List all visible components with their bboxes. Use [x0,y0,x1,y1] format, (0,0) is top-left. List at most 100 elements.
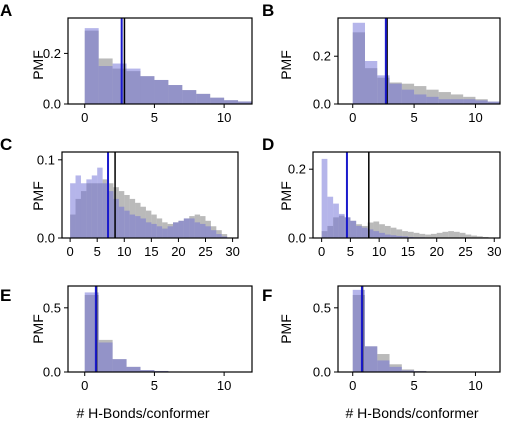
histogram-bar [365,346,378,372]
histogram-bar [210,97,225,104]
histogram-bar [414,94,427,104]
histogram-bar [238,101,252,104]
histogram-bar [401,89,415,104]
histogram-bar [140,218,146,238]
histogram-bar [183,218,190,238]
histogram-bar [450,99,464,104]
histogram-bar [352,22,365,104]
histogram-bar [379,224,385,238]
x-tick-label: 30 [225,244,239,259]
histogram-bar [438,92,451,104]
x-tick-label: 25 [198,244,212,259]
histogram-bar [168,85,183,104]
panel-letter: A [0,1,12,20]
histogram-bar [182,90,197,104]
histogram-bar [70,183,76,238]
histogram-bar [221,234,228,238]
histogram-bar [471,235,477,238]
histogram-bar [401,370,415,372]
y-tick-label: 0.2 [313,49,331,64]
x-tick-label: 15 [401,244,415,259]
histogram-bar [327,196,334,238]
x-tick-label: 5 [347,244,354,259]
histogram-bar [84,28,99,104]
x-tick-label: 0 [318,244,325,259]
histogram-bar [205,226,211,238]
histogram-bar [379,232,385,238]
panel-letter: C [0,135,12,154]
histogram-bar [80,183,87,238]
plot-area [321,152,489,238]
histogram-bar [196,93,211,104]
y-axis-label: PMF [278,181,294,211]
panel-letter: B [262,1,274,20]
y-tick-label: 0.0 [313,365,331,380]
histogram-bar [189,218,195,238]
histogram-bar [367,229,374,238]
x-tick-label: 20 [429,244,443,259]
x-tick-label: 5 [94,244,101,259]
x-tick-label: 10 [468,378,482,393]
histogram-bar [194,222,201,238]
panel-E: E PMF # H-Bonds/conformer 0 5 10 0.0 0.5 [0,285,253,421]
x-tick-label: 15 [144,244,158,259]
axes-frame [337,17,501,105]
histogram-bar [384,234,391,238]
histogram-bar [156,226,163,238]
axes-frame [67,17,253,105]
histogram-bar [140,76,155,104]
x-tick-label: 5 [410,110,417,125]
histogram-bar [438,99,451,104]
x-tick-label: 10 [117,244,131,259]
histogram-bar [448,231,454,238]
histogram-bar [151,223,157,238]
axes-frame [61,151,239,239]
histogram-bar [126,366,141,372]
x-tick-label: 20 [171,244,185,259]
histogram-bar [361,227,368,238]
histogram-bar [86,179,92,238]
histogram-bar [389,83,402,104]
x-tick-label: 10 [372,244,386,259]
axes-frame [337,285,501,373]
histogram-bar [210,230,217,238]
histogram-bar [97,167,103,238]
histogram-bar [140,370,155,372]
plot-area [352,18,500,104]
panel-letter: F [262,286,272,305]
y-axis-label: PMF [30,181,46,211]
plot-area [352,286,464,372]
x-tick-label: 30 [487,244,501,259]
histogram-bar [396,229,403,238]
x-tick-label: 10 [468,110,482,125]
histogram-bar [476,236,483,238]
plot-area [84,286,211,372]
histogram-bar [167,226,174,238]
y-axis-label: PMF [30,50,46,80]
histogram-bar [373,221,380,238]
histogram-bar [442,231,449,238]
histogram-bar [173,222,179,238]
histogram-bar [463,99,476,104]
y-tick-label: 0.2 [288,162,306,177]
y-tick-label: 0.1 [37,152,55,167]
panel-letter: E [0,286,11,305]
histogram-bar [453,231,460,238]
histogram-bar [162,228,168,238]
histogram-bar [91,175,98,238]
histogram-bar [436,232,443,238]
histogram-bar [154,79,169,104]
x-tick-label: 5 [410,378,417,393]
panel-A: A PMF 0 5 10 0.0 0.2 [0,1,253,125]
x-tick-label: 0 [81,110,88,125]
x-tick-label: 5 [151,378,158,393]
panel-C: C PMF 0 5 10 15 20 25 30 0.0 0.1 [0,135,240,259]
histogram-bar [373,231,380,238]
x-tick-label: 25 [458,244,472,259]
histogram-bar [112,359,127,372]
x-tick-label: 0 [349,378,356,393]
panel-F: F PMF # H-Bonds/conformer 0 5 10 0.0 0.5 [262,285,501,421]
y-axis-label: PMF [278,50,294,80]
histogram-bar [338,213,345,238]
histogram-bar [135,216,141,238]
